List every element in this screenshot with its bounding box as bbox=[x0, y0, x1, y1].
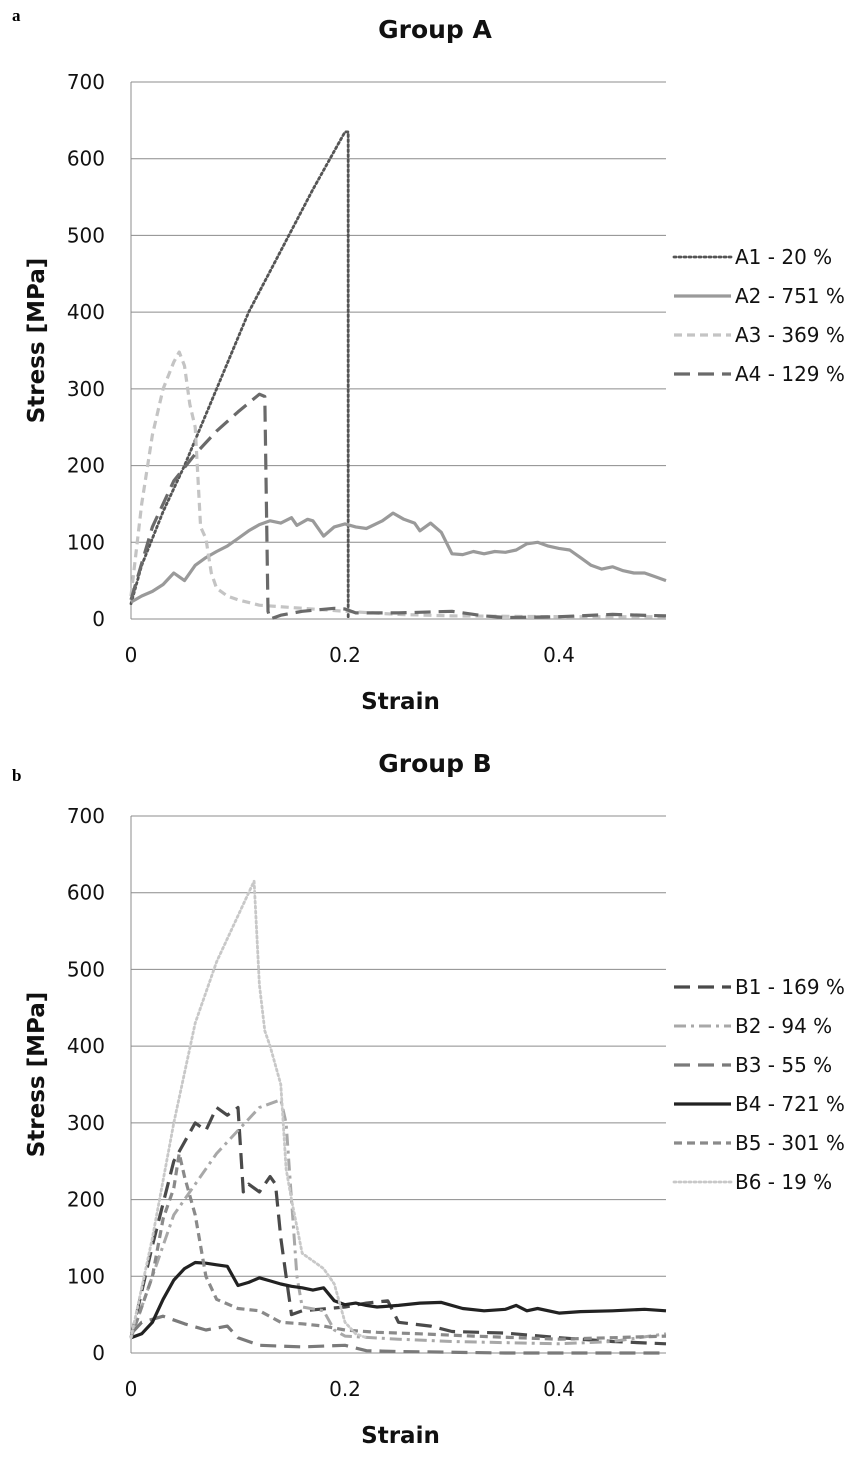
series-line-a4 bbox=[129, 392, 667, 621]
x-tick-label: 0.4 bbox=[543, 1377, 575, 1401]
y-axis-label: Stress [MPa] bbox=[24, 992, 50, 1158]
y-tick-label: 500 bbox=[67, 223, 105, 247]
panel-letter: a bbox=[12, 6, 21, 25]
series-line-b2 bbox=[129, 1098, 667, 1346]
y-tick-label: 100 bbox=[67, 1264, 105, 1288]
series-line-b5 bbox=[129, 1151, 667, 1341]
chart-panel-a: a Group A 0 100 200 300 400 500 600 700 0 0.2 0.4 St… bbox=[12, 6, 845, 715]
legend-label: B4 - 721 % bbox=[735, 1092, 845, 1116]
y-tick-label: 600 bbox=[67, 147, 105, 171]
legend-label: A1 - 20 % bbox=[735, 245, 832, 269]
x-tick-label: 0.2 bbox=[329, 643, 361, 667]
x-tick-label: 0.2 bbox=[329, 1377, 361, 1401]
chart-group-b: Group B 0 100 200 300 400 500 600 700 0 0.2 0.4 Stra… bbox=[24, 749, 845, 1449]
y-axis-label: Stress [MPa] bbox=[24, 258, 50, 424]
y-tick-label: 300 bbox=[67, 1111, 105, 1135]
series-line-a3 bbox=[129, 350, 666, 619]
y-tick-label: 600 bbox=[67, 881, 105, 905]
y-tick-label: 500 bbox=[67, 957, 105, 981]
chart-group-a: Group A 0 100 200 300 400 500 600 700 0 0.2 0.4 Stra… bbox=[24, 15, 845, 715]
legend-label: B1 - 169 % bbox=[735, 975, 845, 999]
y-tick-label: 0 bbox=[92, 607, 105, 631]
legend-label: B6 - 19 % bbox=[735, 1170, 832, 1194]
legend-label: A3 - 369 % bbox=[735, 323, 845, 347]
y-tick-label: 200 bbox=[67, 454, 105, 478]
chart-title: Group B bbox=[378, 749, 491, 778]
y-tick-label: 400 bbox=[67, 1034, 105, 1058]
x-axis-label: Strain bbox=[361, 689, 440, 715]
y-tick-label: 400 bbox=[67, 300, 105, 324]
x-tick-label: 0 bbox=[125, 1377, 138, 1401]
x-tick-label: 0.4 bbox=[543, 643, 575, 667]
y-tick-label: 300 bbox=[67, 377, 105, 401]
series-line-b1 bbox=[129, 1105, 667, 1346]
series-line-b6 bbox=[129, 879, 368, 1340]
x-axis-label: Strain bbox=[361, 1423, 440, 1449]
y-tick-label: 700 bbox=[67, 70, 105, 94]
legend-label: B5 - 301 % bbox=[735, 1131, 845, 1155]
legend-label: B3 - 55 % bbox=[735, 1053, 832, 1077]
y-tick-label: 100 bbox=[67, 530, 105, 554]
series-line-a2 bbox=[130, 511, 667, 604]
y-tick-label: 700 bbox=[67, 804, 105, 828]
legend-label: A2 - 751 % bbox=[735, 284, 845, 308]
legend-label: A4 - 129 % bbox=[735, 362, 845, 386]
chart-title: Group A bbox=[378, 15, 492, 44]
legend-label: B2 - 94 % bbox=[735, 1014, 832, 1038]
chart-panel-b: b Group B 0 100 200 300 400 500 600 700 0 0.2 0.4 St… bbox=[0, 734, 861, 1468]
x-tick-label: 0 bbox=[125, 643, 138, 667]
y-tick-label: 0 bbox=[92, 1341, 105, 1365]
series-line-b4 bbox=[130, 1260, 667, 1340]
series-line-a1 bbox=[129, 130, 350, 621]
panel-letter: b bbox=[12, 766, 22, 785]
series-line-b3 bbox=[129, 1314, 666, 1355]
y-tick-label: 200 bbox=[67, 1188, 105, 1212]
